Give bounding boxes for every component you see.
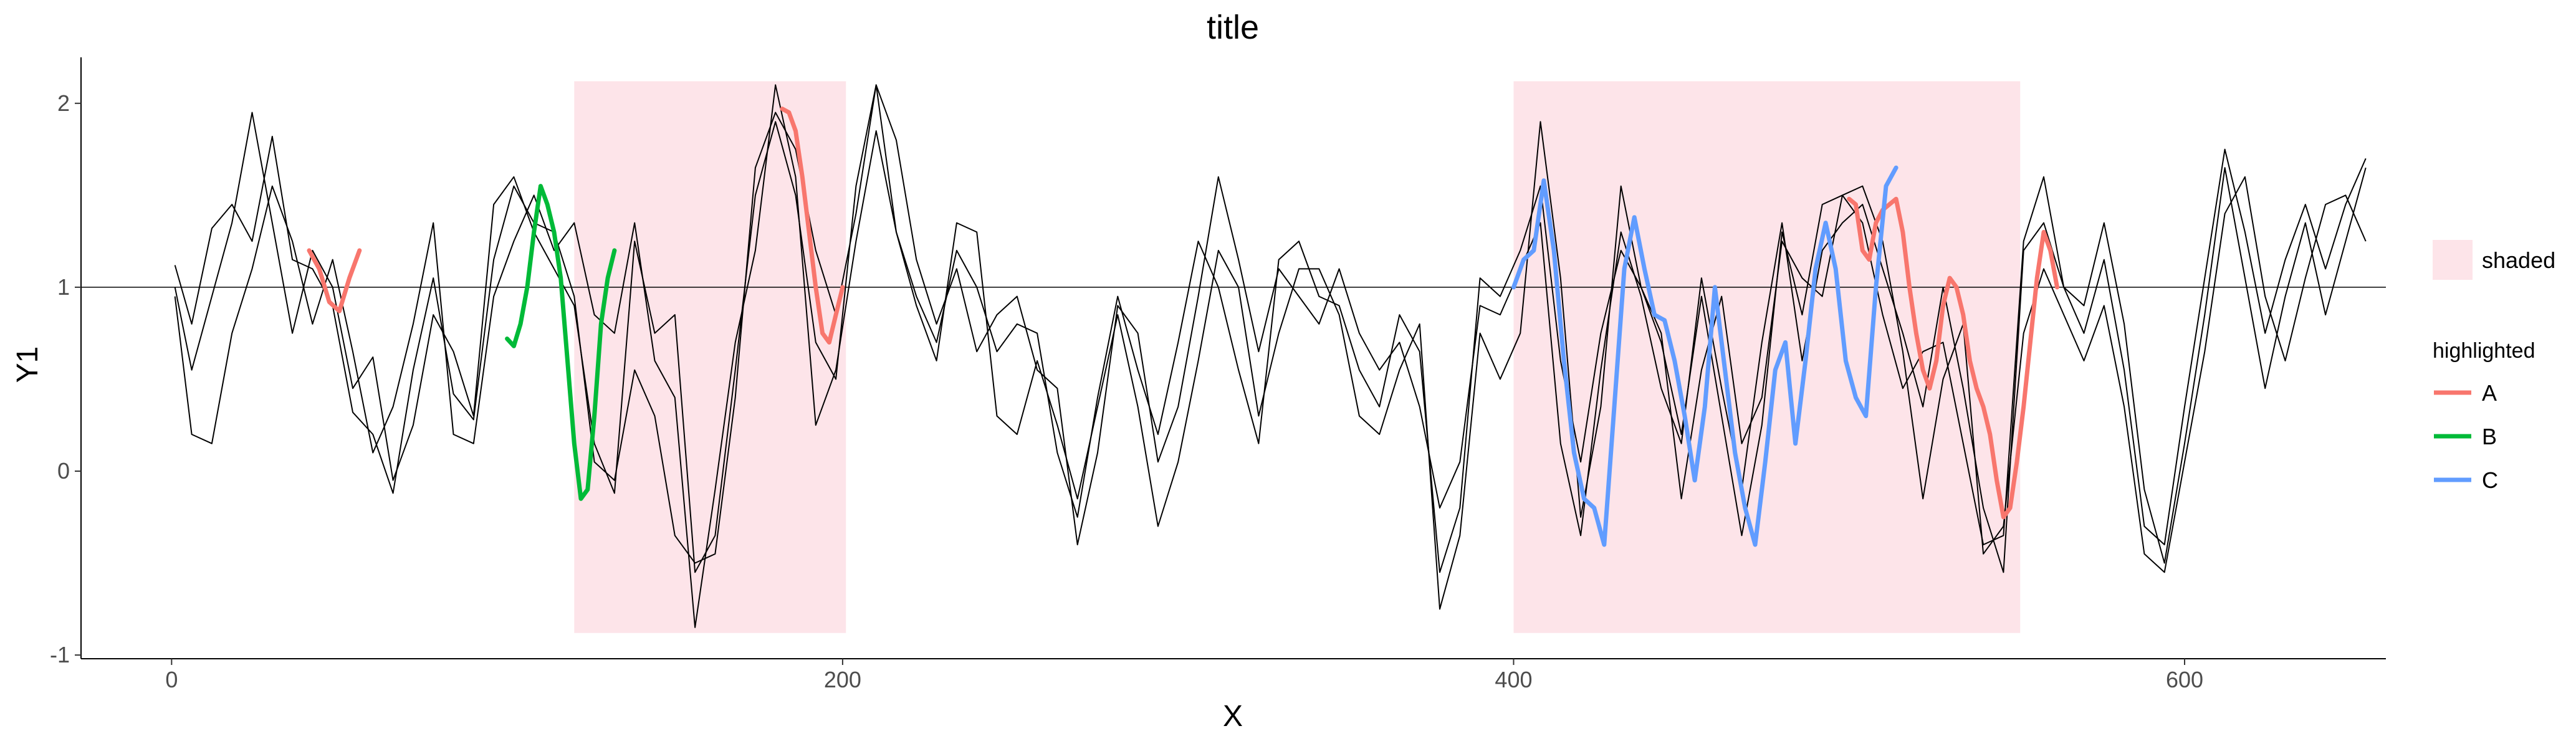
legend-label-b: B — [2482, 424, 2497, 449]
x-tick-label: 0 — [165, 667, 178, 692]
legend-shaded-key — [2433, 240, 2473, 280]
y-axis-title: Y1 — [11, 346, 44, 383]
legend-entries: ABC — [2434, 380, 2498, 493]
x-axis-title: X — [1223, 700, 1243, 733]
shaded-region-1 — [574, 81, 846, 633]
series-line-1 — [174, 84, 2367, 573]
x-tick-label: 200 — [824, 667, 861, 692]
y-tick-label: 1 — [57, 274, 70, 300]
y-tick-label: 2 — [57, 90, 70, 116]
chart-title: title — [1207, 9, 1259, 46]
legend-highlighted-title: highlighted — [2433, 339, 2535, 363]
series-lines — [174, 84, 2367, 628]
legend-label-a: A — [2482, 380, 2497, 406]
x-tick-label: 600 — [2166, 667, 2203, 692]
series-line-3 — [174, 84, 2367, 628]
highlight-a-segment-2 — [780, 107, 845, 345]
axes — [75, 57, 2386, 665]
legend-label-c: C — [2482, 467, 2498, 493]
highlight-b-segment-1 — [505, 184, 617, 501]
highlight-a-segment-1 — [307, 248, 362, 313]
series-line-2 — [174, 84, 2367, 573]
legend-shaded-label: shaded — [2482, 247, 2555, 273]
highlighted-lines — [307, 107, 2059, 547]
highlight-c-segment-1 — [1511, 165, 1898, 547]
legend: shaded highlighted ABC — [2433, 240, 2555, 493]
x-tick-label: 400 — [1495, 667, 1532, 692]
y-tick-label: 0 — [57, 458, 70, 484]
y-tick-label: -1 — [50, 642, 70, 667]
tick-labels: 0 200 400 600 -1 0 1 2 — [50, 90, 2203, 692]
